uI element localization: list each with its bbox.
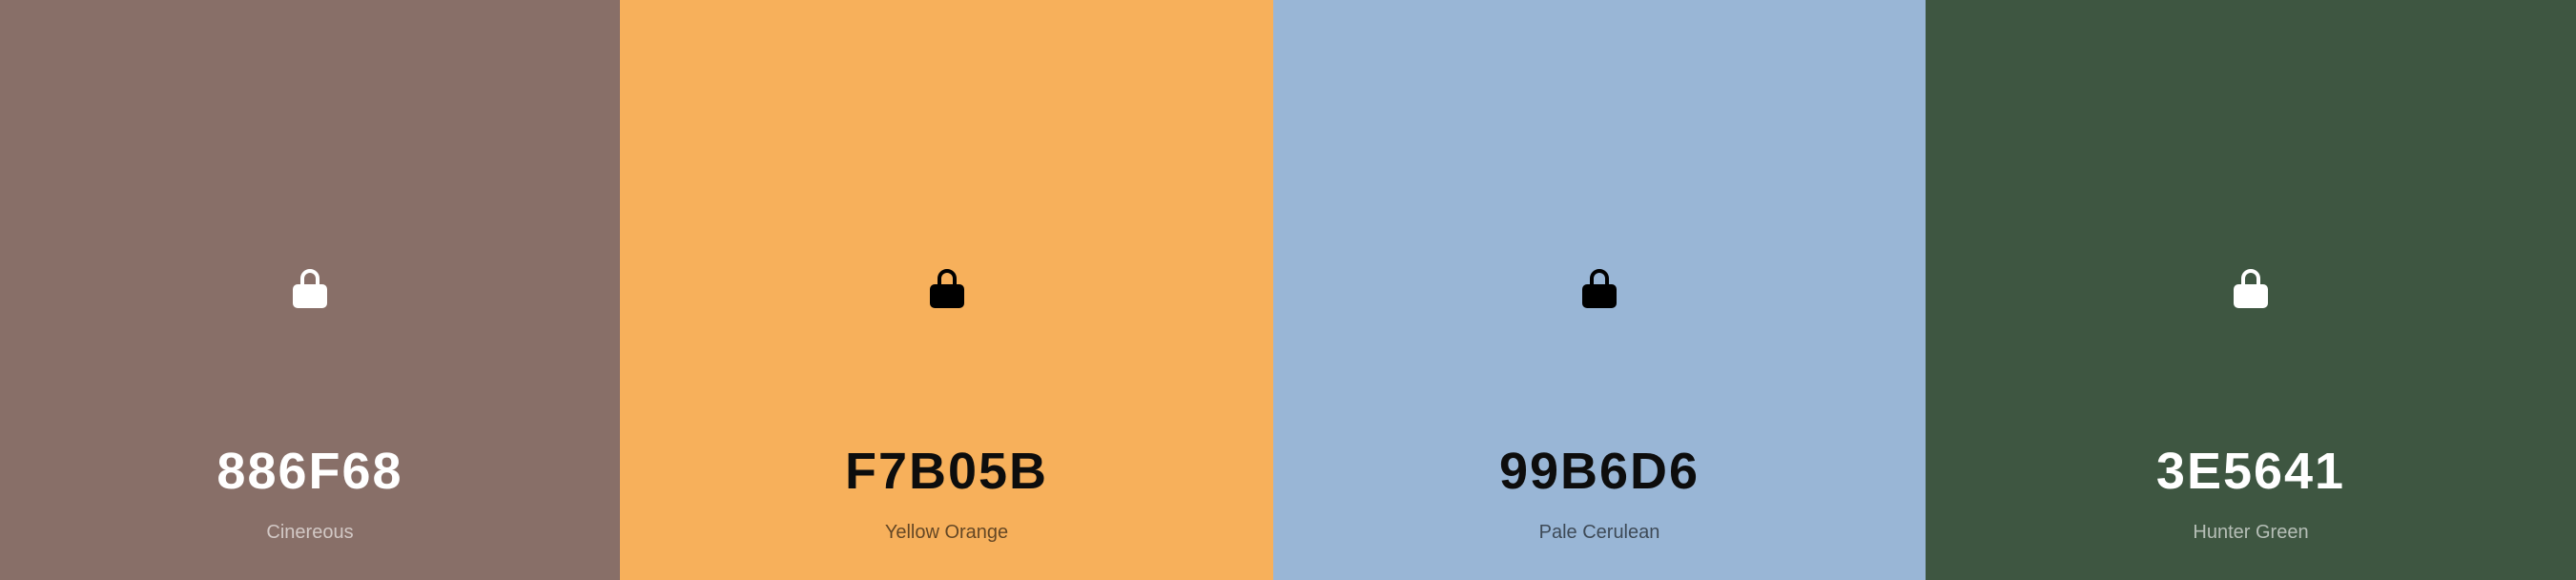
color-name: Pale Cerulean	[1538, 522, 1660, 543]
hex-code[interactable]: 886F68	[216, 443, 403, 500]
color-name: Hunter Green	[2193, 522, 2309, 543]
color-name: Yellow Orange	[884, 522, 1009, 543]
lock-icon	[929, 269, 964, 308]
swatch-2[interactable]: F7B05B Yellow Orange	[620, 0, 1273, 580]
lock-icon	[293, 269, 327, 308]
hex-code[interactable]: 99B6D6	[1498, 443, 1700, 500]
lock-button[interactable]	[289, 267, 331, 309]
lock-button[interactable]	[1578, 267, 1620, 309]
color-name: Cinereous	[266, 522, 354, 543]
lock-button[interactable]	[2230, 267, 2272, 309]
swatch-4[interactable]: 3E5641 Hunter Green	[1926, 0, 2576, 580]
lock-button[interactable]	[926, 267, 968, 309]
hex-code[interactable]: 3E5641	[2155, 443, 2346, 500]
hex-code[interactable]: F7B05B	[844, 443, 1049, 500]
swatch-3[interactable]: 99B6D6 Pale Cerulean	[1273, 0, 1926, 580]
lock-icon	[2234, 269, 2268, 308]
lock-icon	[1582, 269, 1617, 308]
swatch-1[interactable]: 886F68 Cinereous	[0, 0, 620, 580]
